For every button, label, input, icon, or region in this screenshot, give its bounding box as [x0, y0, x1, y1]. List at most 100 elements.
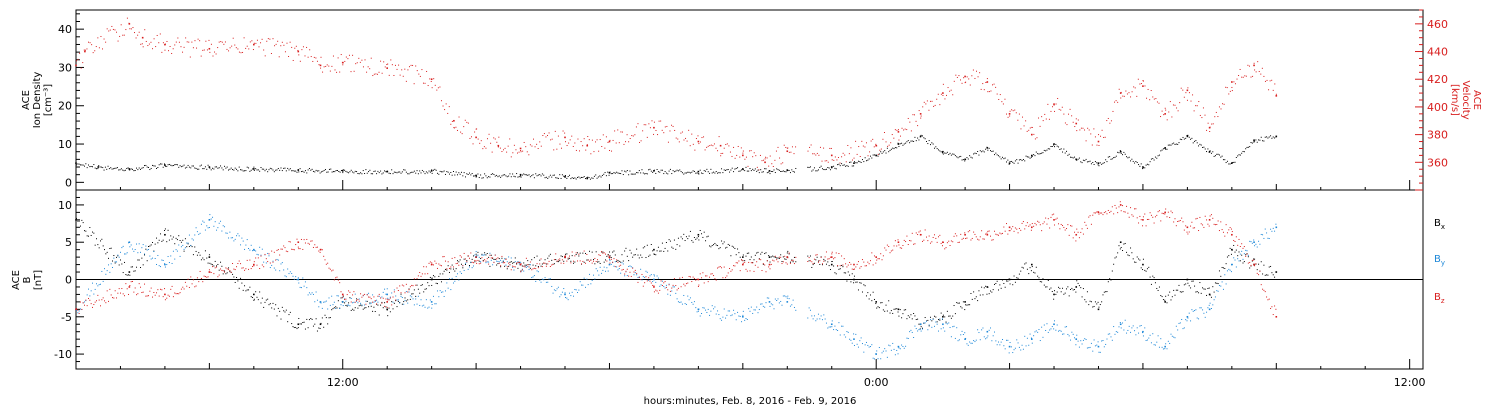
data-dot: [210, 43, 212, 45]
data-dot: [1225, 263, 1227, 265]
data-dot: [352, 54, 354, 56]
data-dot: [789, 172, 791, 174]
data-dot: [113, 297, 115, 299]
data-dot: [484, 252, 486, 254]
data-dot: [271, 250, 273, 252]
data-dot: [1253, 239, 1255, 241]
data-dot: [992, 84, 994, 86]
data-dot: [1056, 291, 1058, 293]
data-dot: [825, 263, 827, 265]
data-dot: [285, 276, 287, 278]
data-dot: [1007, 280, 1009, 282]
data-dot: [178, 244, 180, 246]
data-dot: [391, 169, 393, 171]
data-dot: [929, 100, 931, 102]
data-dot: [221, 230, 223, 232]
data-dot: [528, 266, 530, 268]
data-dot: [734, 168, 736, 170]
data-dot: [80, 67, 82, 69]
data-dot: [504, 262, 506, 264]
data-dot: [745, 318, 747, 320]
data-dot: [1114, 257, 1116, 259]
data-dot: [529, 267, 531, 269]
data-dot: [564, 176, 566, 178]
data-dot: [1191, 280, 1193, 282]
data-dot: [408, 66, 410, 68]
data-dot: [1170, 299, 1172, 301]
data-dot: [535, 268, 537, 270]
data-dot: [1031, 342, 1033, 344]
data-dot: [570, 295, 572, 297]
data-point: [853, 338, 855, 340]
data-dot: [695, 307, 697, 309]
data-dot: [216, 166, 218, 168]
data-dot: [998, 341, 1000, 343]
data-dot: [277, 167, 279, 169]
data-dot: [337, 295, 339, 297]
data-dot: [939, 234, 941, 236]
data-dot: [1041, 152, 1043, 154]
data-dot: [187, 278, 189, 280]
data-dot: [476, 255, 478, 257]
data-dot: [582, 252, 584, 254]
data-dot: [924, 138, 926, 140]
data-dot: [1106, 161, 1108, 163]
data-dot: [618, 265, 620, 267]
data-dot: [877, 306, 879, 308]
data-dot: [185, 37, 187, 39]
data-dot: [459, 259, 461, 261]
data-dot: [168, 239, 170, 241]
data-dot: [583, 277, 585, 279]
data-dot: [412, 293, 414, 295]
data-dot: [899, 348, 901, 350]
top-right-ylabel: ACE Velocity [km/s]: [1449, 80, 1482, 119]
data-dot: [1082, 127, 1084, 129]
data-dot: [229, 47, 231, 49]
data-dot: [397, 299, 399, 301]
data-dot: [785, 296, 787, 298]
data-dot: [768, 171, 770, 173]
data-dot: [346, 294, 348, 296]
data-dot: [1195, 309, 1197, 311]
data-dot: [1114, 156, 1116, 158]
data-dot: [634, 134, 636, 136]
data-dot: [872, 357, 874, 359]
data-dot: [480, 262, 482, 264]
data-dot: [688, 129, 690, 131]
data-dot: [787, 169, 789, 171]
data-dot: [1078, 157, 1080, 159]
data-dot: [1089, 346, 1091, 348]
data-dot: [681, 276, 683, 278]
data-dot: [889, 312, 891, 314]
data-dot: [133, 291, 135, 293]
data-dot: [1218, 230, 1220, 232]
data-dot: [1149, 334, 1151, 336]
data-dot: [547, 177, 549, 179]
data-dot: [667, 173, 669, 175]
data-dot: [626, 275, 628, 277]
data-dot: [892, 342, 894, 344]
data-point: [1142, 219, 1144, 221]
data-dot: [1075, 291, 1077, 293]
data-dot: [417, 288, 419, 290]
data-dot: [586, 177, 588, 179]
data-dot: [425, 266, 427, 268]
data-dot: [1218, 270, 1220, 272]
data-dot: [857, 261, 859, 263]
data-dot: [1162, 299, 1164, 301]
data-dot: [482, 259, 484, 261]
data-dot: [516, 173, 518, 175]
data-dot: [903, 239, 905, 241]
data-dot: [795, 167, 797, 169]
data-dot: [871, 252, 873, 254]
data-dot: [605, 175, 607, 177]
data-dot: [757, 251, 759, 253]
data-dot: [1226, 232, 1228, 234]
data-dot: [218, 41, 220, 43]
data-dot: [650, 244, 652, 246]
data-dot: [240, 169, 242, 171]
data-dot: [242, 267, 244, 269]
data-dot: [1190, 138, 1192, 140]
data-dot: [117, 255, 119, 257]
data-dot: [124, 261, 126, 263]
